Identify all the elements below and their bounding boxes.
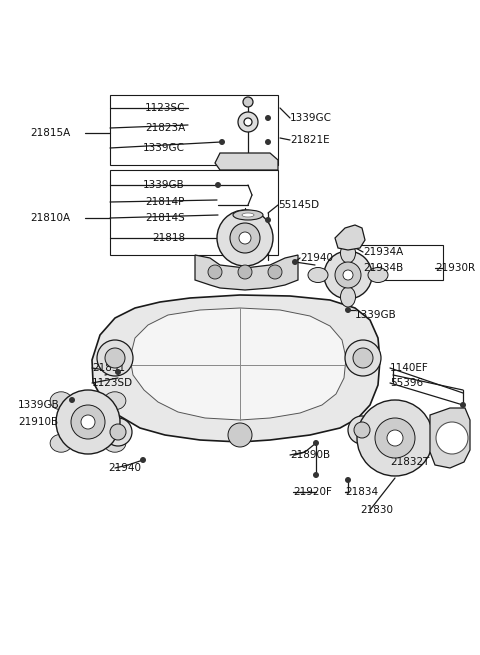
Text: 21818: 21818 xyxy=(152,233,185,243)
Circle shape xyxy=(313,472,319,478)
Ellipse shape xyxy=(368,267,388,282)
Text: 55145D: 55145D xyxy=(278,200,319,210)
Polygon shape xyxy=(335,225,365,250)
Text: 21940: 21940 xyxy=(108,463,141,473)
Circle shape xyxy=(97,340,133,376)
Polygon shape xyxy=(130,308,346,420)
Ellipse shape xyxy=(308,267,328,282)
Text: 21831: 21831 xyxy=(92,363,125,373)
Circle shape xyxy=(265,217,271,223)
Text: 1339GC: 1339GC xyxy=(143,143,185,153)
Text: 1140EF: 1140EF xyxy=(390,363,429,373)
Circle shape xyxy=(217,210,273,266)
Ellipse shape xyxy=(104,434,126,452)
Circle shape xyxy=(69,397,75,403)
Circle shape xyxy=(238,265,252,279)
Circle shape xyxy=(105,348,125,368)
Circle shape xyxy=(239,232,251,244)
Text: 21920F: 21920F xyxy=(293,487,332,497)
Polygon shape xyxy=(215,153,278,170)
Circle shape xyxy=(110,424,126,440)
Circle shape xyxy=(387,430,403,446)
Circle shape xyxy=(353,348,373,368)
Circle shape xyxy=(140,457,146,463)
Ellipse shape xyxy=(50,434,72,452)
Circle shape xyxy=(343,270,353,280)
Circle shape xyxy=(104,418,132,446)
Text: 21930R: 21930R xyxy=(435,263,475,273)
Circle shape xyxy=(228,423,252,447)
Circle shape xyxy=(81,415,95,429)
Text: 1339GB: 1339GB xyxy=(355,310,397,320)
Text: 21934B: 21934B xyxy=(363,263,403,273)
Circle shape xyxy=(208,265,222,279)
Circle shape xyxy=(230,223,260,253)
Circle shape xyxy=(56,390,120,454)
Circle shape xyxy=(460,402,466,408)
Text: 21814S: 21814S xyxy=(145,213,185,223)
Circle shape xyxy=(345,477,351,483)
Text: 21890B: 21890B xyxy=(290,450,330,460)
Circle shape xyxy=(348,416,376,444)
Text: 21815A: 21815A xyxy=(30,128,70,138)
Text: 21823A: 21823A xyxy=(145,123,185,133)
Text: 21810A: 21810A xyxy=(30,213,70,223)
Circle shape xyxy=(265,115,271,121)
Text: 21830: 21830 xyxy=(360,505,393,515)
Circle shape xyxy=(115,369,121,375)
Polygon shape xyxy=(92,295,380,442)
Circle shape xyxy=(265,139,271,145)
Ellipse shape xyxy=(242,213,254,217)
Circle shape xyxy=(219,139,225,145)
Polygon shape xyxy=(195,255,298,290)
Circle shape xyxy=(268,265,282,279)
Circle shape xyxy=(335,262,361,288)
Ellipse shape xyxy=(233,210,263,220)
Circle shape xyxy=(375,418,415,458)
Circle shape xyxy=(436,422,468,454)
Circle shape xyxy=(292,259,298,265)
Ellipse shape xyxy=(340,243,356,263)
Text: 1339GB: 1339GB xyxy=(18,400,60,410)
Text: 1123SC: 1123SC xyxy=(144,103,185,113)
Circle shape xyxy=(215,182,221,188)
Polygon shape xyxy=(430,408,470,468)
Circle shape xyxy=(243,97,253,107)
Bar xyxy=(110,95,278,165)
Circle shape xyxy=(345,340,381,376)
Circle shape xyxy=(345,307,351,313)
Text: 55396: 55396 xyxy=(390,378,423,388)
Bar xyxy=(350,245,443,280)
Text: 21940: 21940 xyxy=(300,253,333,263)
Circle shape xyxy=(324,251,372,299)
Circle shape xyxy=(354,422,370,438)
Circle shape xyxy=(71,405,105,439)
Text: 21834: 21834 xyxy=(345,487,378,497)
Circle shape xyxy=(238,112,258,132)
Text: 1339GC: 1339GC xyxy=(290,113,332,123)
Text: 21910B: 21910B xyxy=(18,417,58,427)
Text: 1339GB: 1339GB xyxy=(143,180,185,190)
Bar xyxy=(110,170,278,255)
Ellipse shape xyxy=(340,287,356,307)
Ellipse shape xyxy=(104,392,126,410)
Text: 21821E: 21821E xyxy=(290,135,330,145)
Circle shape xyxy=(357,400,433,476)
Text: 21814P: 21814P xyxy=(145,197,185,207)
Circle shape xyxy=(313,440,319,446)
Text: 21934A: 21934A xyxy=(363,247,403,257)
Text: 21832T: 21832T xyxy=(390,457,430,467)
Ellipse shape xyxy=(50,392,72,410)
Circle shape xyxy=(244,118,252,126)
Text: 1123SD: 1123SD xyxy=(92,378,133,388)
